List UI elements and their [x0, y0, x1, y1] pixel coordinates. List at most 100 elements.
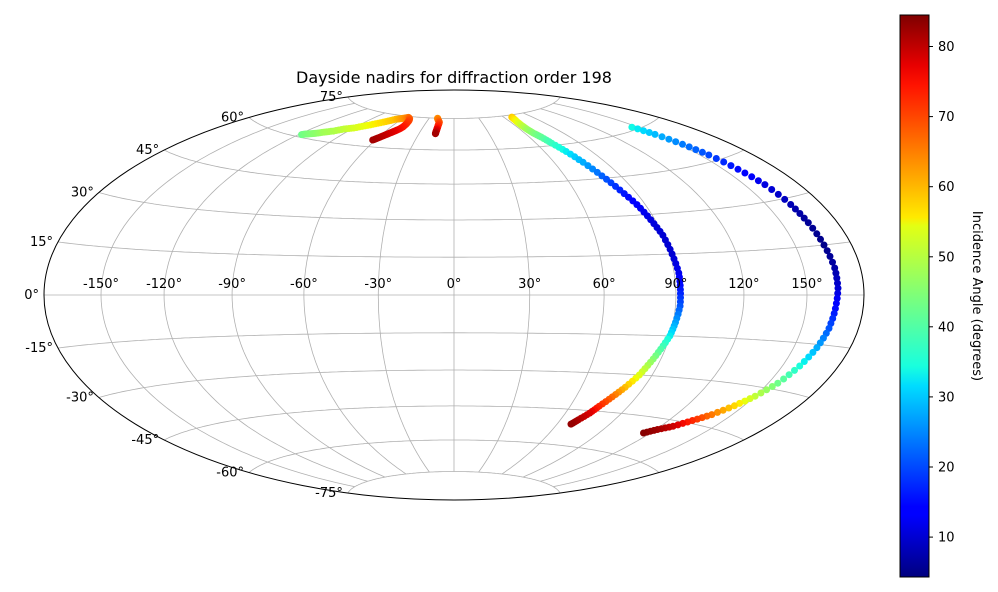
latitude-tick-label: 60° — [221, 111, 244, 126]
latitude-tick-label: 15° — [30, 235, 53, 250]
data-point — [826, 252, 834, 260]
data-point — [651, 130, 659, 138]
longitude-tick-label: 30° — [518, 277, 541, 292]
latitude-tick-label: 30° — [71, 186, 94, 201]
data-point — [431, 130, 439, 138]
latitude-tick-label: -60° — [216, 466, 244, 481]
data-point — [748, 173, 756, 181]
longitude-tick-label: 120° — [728, 277, 759, 292]
longitude-tick-label: 0° — [447, 277, 462, 292]
data-point — [834, 289, 842, 297]
data-point — [369, 136, 377, 144]
colorbar-tick-label: 20 — [938, 461, 955, 476]
data-point — [780, 375, 788, 383]
longitude-tick-label: 60° — [593, 277, 616, 292]
data-point — [785, 371, 793, 379]
map-boundary — [43, 89, 865, 501]
data-point — [712, 155, 720, 162]
data-point — [672, 138, 680, 146]
data-point — [645, 129, 653, 136]
data-point — [719, 406, 727, 414]
data-point — [781, 195, 789, 203]
latitude-tick-label: -45° — [131, 433, 159, 448]
data-point — [754, 177, 762, 185]
data-point — [685, 143, 693, 151]
data-point — [658, 133, 666, 141]
data-point — [787, 201, 795, 208]
data-point — [834, 284, 842, 292]
colorbar-label: Incidence Angle (degrees) — [969, 211, 984, 381]
grid-longitude-line — [522, 112, 677, 478]
data-point — [734, 165, 742, 173]
data-point — [813, 230, 821, 238]
data-point — [640, 127, 647, 135]
colorbar-tick-label: 80 — [938, 40, 955, 55]
latitude-tick-label: 45° — [136, 143, 159, 158]
data-point — [736, 399, 744, 407]
data-point — [774, 379, 782, 387]
data-point — [817, 235, 824, 243]
data-point — [746, 395, 754, 403]
latitude-tick-label: -30° — [66, 391, 94, 406]
data-point — [640, 429, 647, 437]
data-point — [813, 344, 821, 352]
grid-longitude-line — [501, 115, 605, 475]
data-point — [727, 162, 735, 170]
data-point — [796, 210, 804, 217]
data-point — [804, 219, 812, 227]
data-point — [805, 353, 813, 361]
colorbar-tick-label: 60 — [938, 180, 955, 195]
data-point — [791, 205, 799, 213]
longitude-tick-labels: -150° -120° -90° -60° -30° 0° 30° 60° 90° 120° 150… — [83, 277, 823, 292]
colorbar-ticks: 10 20 30 40 50 60 70 80 — [929, 40, 955, 546]
grid-longitude-line — [100, 102, 355, 488]
data-point — [634, 125, 642, 133]
colorbar-tick-label: 10 — [938, 531, 955, 546]
longitude-tick-label: -60° — [290, 277, 318, 292]
data-point — [800, 358, 808, 365]
colorbar-tick-label: 50 — [938, 250, 955, 265]
data-point — [720, 158, 728, 166]
longitude-tick-label: -150° — [83, 277, 119, 292]
longitude-tick-label: 90° — [664, 277, 687, 292]
latitude-tick-labels: -75° -60° -45° -30° -15° 0° 15° 30° 45° 60° 75° — [24, 90, 343, 501]
data-point — [692, 146, 700, 154]
data-point — [809, 224, 817, 232]
longitude-tick-label: 150° — [791, 277, 822, 292]
data-point — [665, 135, 673, 143]
data-point — [823, 247, 831, 255]
data-point — [763, 386, 771, 394]
latitude-tick-label: 0° — [24, 288, 39, 303]
latitude-tick-label: -75° — [315, 486, 343, 501]
grid-longitude-line — [163, 108, 368, 482]
data-point — [800, 214, 808, 222]
data-point — [809, 348, 817, 356]
colorbar-tick-label: 30 — [938, 390, 955, 405]
data-point — [774, 190, 782, 198]
data-point — [761, 181, 769, 189]
data-point — [730, 402, 738, 410]
colorbar-tick-label: 70 — [938, 110, 955, 125]
data-point — [698, 148, 706, 156]
data-point — [679, 140, 686, 148]
longitude-tick-label: -30° — [364, 277, 392, 292]
colorbar-tick-label: 40 — [938, 320, 955, 335]
latitude-tick-label: -15° — [25, 341, 53, 356]
data-point — [796, 362, 804, 370]
data-point — [567, 420, 575, 428]
grid-longitude-line — [478, 117, 531, 473]
data-points — [298, 113, 842, 437]
data-point — [820, 241, 828, 249]
latitude-tick-label: 75° — [320, 90, 343, 105]
data-point — [705, 151, 713, 159]
chart-title: Dayside nadirs for diffraction order 198 — [296, 68, 612, 87]
data-point — [725, 404, 733, 412]
colorbar-gradient — [899, 14, 930, 578]
colorbar: 10 20 30 40 50 60 70 80 Incidence Angle (degree… — [899, 14, 984, 578]
longitude-tick-label: -120° — [146, 277, 182, 292]
data-point — [714, 408, 721, 416]
grid-longitude-line — [231, 112, 386, 478]
grid-longitude-line — [377, 117, 430, 473]
data-point — [741, 169, 749, 177]
